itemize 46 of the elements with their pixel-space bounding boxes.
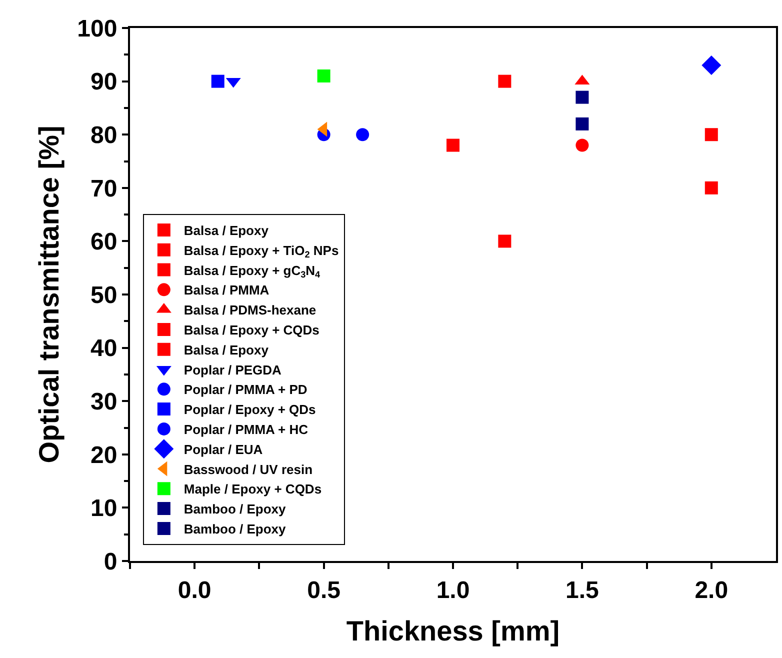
- point: [576, 90, 589, 104]
- y-tick-label: 0: [104, 548, 118, 576]
- point: [356, 128, 370, 142]
- x-tick-label: 2.0: [694, 576, 728, 604]
- legend-label: Balsa / Epoxy: [184, 223, 270, 238]
- point: [498, 74, 512, 88]
- y-tick-label: 80: [90, 122, 118, 149]
- legend-label: Poplar / Epoxy + QDs: [184, 402, 316, 418]
- legend-label: Poplar / PMMA + PD: [184, 382, 308, 398]
- x-tick-label: 0.5: [307, 576, 340, 604]
- legend-label: Balsa / PMMA: [184, 282, 270, 298]
- point: [702, 56, 722, 76]
- legend-label: Poplar / PEGDA: [184, 362, 282, 378]
- point: [211, 74, 224, 88]
- point: [498, 234, 512, 248]
- y-tick-label: 70: [90, 175, 118, 202]
- y-tick-label: 90: [90, 68, 118, 96]
- x-axis-title: Thickness [mm]: [346, 615, 560, 646]
- y-axis-title: Optical transmittance [%]: [33, 126, 64, 464]
- point: [576, 117, 589, 130]
- point: [317, 69, 330, 82]
- point: [446, 138, 460, 152]
- legend-label: Balsa / Epoxy + CQDs: [184, 322, 320, 338]
- y-tick-label: 30: [90, 388, 118, 416]
- legend-label: Basswood / UV resin: [184, 462, 313, 477]
- y-tick-label: 50: [90, 282, 118, 309]
- legend-label: Balsa / Epoxy + gC$_{3}$N$_{4}$: [184, 262, 322, 280]
- x-tick-label: 0.0: [178, 576, 212, 604]
- y-tick-label: 60: [90, 228, 118, 256]
- point: [704, 128, 718, 142]
- legend-label: Poplar / EUA: [184, 442, 264, 457]
- legend-label: Maple / Epoxy + CQDs: [184, 482, 322, 497]
- y-tick-label: 20: [90, 442, 118, 469]
- legend-label: Bamboo / Epoxy: [184, 522, 287, 537]
- legend-label: Balsa / PDMS-hexane: [184, 302, 316, 318]
- point: [704, 181, 718, 194]
- y-tick-label: 40: [90, 335, 118, 362]
- y-tick-label: 100: [77, 15, 118, 42]
- legend-label: Poplar / PMMA + HC: [184, 422, 309, 438]
- legend-label: Bamboo / Epoxy: [184, 502, 287, 517]
- x-tick-label: 1.5: [566, 576, 599, 604]
- point: [576, 138, 589, 152]
- x-tick-label: 1.0: [436, 576, 470, 604]
- legend-label: Balsa / Epoxy: [184, 342, 270, 358]
- legend-label: Balsa / Epoxy + TiO$_{2}$ NPs: [184, 242, 339, 260]
- y-tick-label: 10: [90, 495, 118, 522]
